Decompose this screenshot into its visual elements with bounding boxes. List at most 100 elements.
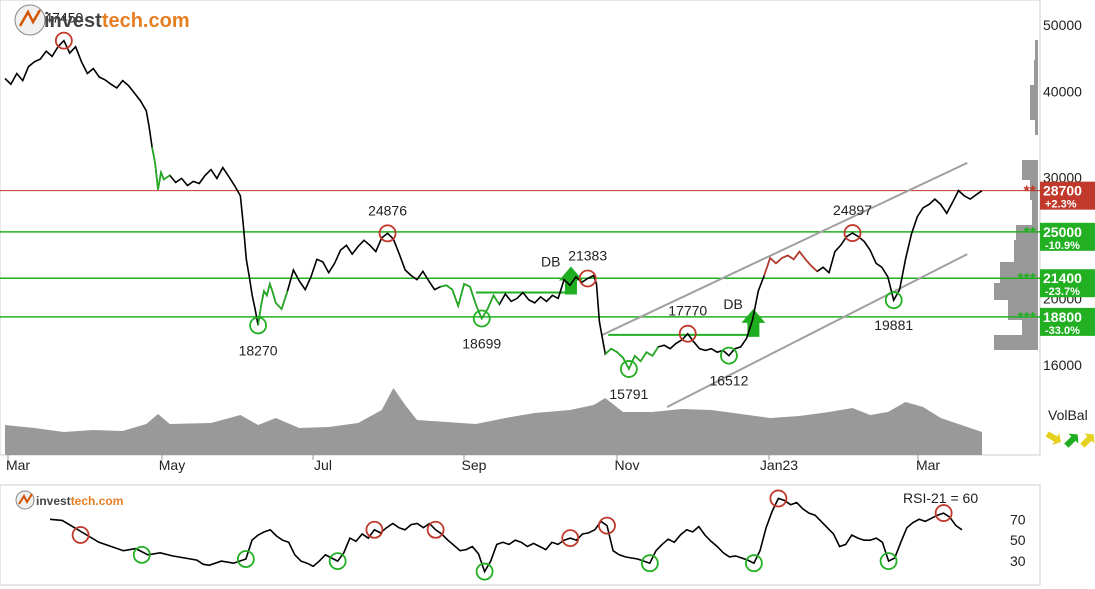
level-pct: -23.7% xyxy=(1045,286,1080,298)
annotation-label: 19881 xyxy=(874,317,913,333)
price-line-resistance-segment xyxy=(763,250,818,276)
volume-profile-bar xyxy=(1030,85,1038,120)
price-line-support-segment xyxy=(151,147,171,190)
rsi-top-marker xyxy=(71,526,90,544)
volume-profile-bar xyxy=(994,283,1038,300)
rsi-top-marker xyxy=(769,489,788,508)
annotation-label: 24897 xyxy=(833,202,872,218)
price-line-support-segment xyxy=(440,282,501,321)
bottom-marker xyxy=(720,346,738,365)
rsi-top-marker xyxy=(934,504,953,522)
trend-channel xyxy=(601,161,968,408)
y-tick-label: 30000 xyxy=(1043,169,1082,185)
volume-profile-bar xyxy=(1035,120,1038,135)
volume-profile-bar xyxy=(1032,200,1038,225)
rsi-line xyxy=(49,497,963,574)
brand-logo-small: investtech.com xyxy=(15,490,123,510)
rsi-bottom-marker xyxy=(744,554,763,573)
bottom-marker xyxy=(619,360,638,378)
price-series xyxy=(4,39,983,371)
volbal-arrows xyxy=(1045,431,1095,448)
level-stars: *** xyxy=(1017,310,1036,327)
annotation-label: 17770 xyxy=(668,303,707,319)
annotation-label: 15791 xyxy=(609,386,648,402)
rsi-panel xyxy=(0,484,1041,586)
price-annotations: 47450 18270 24876 18699 21383 15791 17770 16512… xyxy=(44,10,913,402)
rsi-top-marker xyxy=(561,529,580,548)
level-pct: -33.0% xyxy=(1045,325,1080,337)
x-tick-label: Mar xyxy=(916,457,940,473)
brand-text: investtech.com xyxy=(44,10,190,32)
main-panel xyxy=(0,0,1041,456)
y-tick-label: 40000 xyxy=(1043,84,1082,100)
level-label-box xyxy=(1040,269,1095,298)
rsi-top-marker xyxy=(598,516,616,535)
rsi-y-tick-label: 50 xyxy=(1010,532,1026,548)
annotation-label: 24876 xyxy=(368,202,407,218)
rsi-top-marker xyxy=(365,520,384,539)
volbal-arrow-2 xyxy=(1064,433,1079,448)
volume-profile-bar xyxy=(1030,180,1038,200)
annotation-label: 47450 xyxy=(44,10,83,26)
volume-profile-bar xyxy=(1034,60,1038,85)
bottom-marker xyxy=(472,309,491,328)
x-tick-label: Nov xyxy=(615,457,640,473)
level-stars: ** xyxy=(1024,225,1037,242)
rsi-bottom-marker xyxy=(328,552,347,571)
buy-signal-arrow xyxy=(741,308,766,337)
pattern-label: DB xyxy=(541,254,560,270)
rsi-top-marker xyxy=(426,520,445,539)
support-resistance-lines xyxy=(0,190,1040,318)
volume-profile-bar xyxy=(1035,40,1038,60)
rsi-bottom-marker xyxy=(640,554,659,573)
annotation-label: 18699 xyxy=(462,335,501,351)
y-tick-label: 50000 xyxy=(1043,17,1082,33)
volbal-label: VolBal xyxy=(1048,407,1088,423)
top-marker xyxy=(678,324,697,343)
buy-signal-arrow xyxy=(558,266,583,295)
bottom-marker xyxy=(249,316,267,335)
rsi-bottom-marker xyxy=(236,550,255,568)
top-marker xyxy=(843,224,862,242)
annotation-label: 16512 xyxy=(709,373,748,389)
volume-profile-bar xyxy=(1022,320,1038,335)
rsi-y-tick-label: 30 xyxy=(1010,553,1026,569)
channel-lower-line xyxy=(666,253,968,408)
x-tick-label: May xyxy=(159,457,185,473)
level-label-box xyxy=(1040,307,1095,336)
x-tick-label: Mar xyxy=(6,457,30,473)
level-stars: ** xyxy=(1024,184,1037,201)
volume-profile-bar xyxy=(1008,300,1038,320)
double-bottom-patterns: DB DB xyxy=(475,254,766,337)
level-label-box xyxy=(1040,181,1095,210)
level-stars: *** xyxy=(1017,271,1036,288)
x-tick-label: Jul xyxy=(314,457,332,473)
x-axis: Mar May Jul Sep Nov Jan23 Mar xyxy=(6,455,940,473)
brand-text-small: investtech.com xyxy=(36,494,123,508)
annotation-label: 18270 xyxy=(239,342,278,358)
top-marker xyxy=(378,224,397,243)
volbal-arrow-1 xyxy=(1045,431,1061,446)
level-value: 21400 xyxy=(1043,270,1082,286)
rsi-bottom-marker xyxy=(132,545,151,564)
brand-logo: investtech.com xyxy=(14,4,190,36)
annotation-label: 21383 xyxy=(568,247,607,263)
top-marker xyxy=(578,269,597,288)
level-value: 18800 xyxy=(1043,309,1082,325)
y-tick-label: 16000 xyxy=(1043,357,1082,373)
x-tick-label: Sep xyxy=(462,457,487,473)
volume-profile-bar xyxy=(1022,160,1038,180)
logo-icon xyxy=(14,4,46,36)
price-line-support-segment xyxy=(257,281,289,326)
pattern-label: DB xyxy=(723,296,742,312)
rsi-y-tick-label: 70 xyxy=(1010,511,1026,527)
volbal-arrow-3 xyxy=(1080,433,1095,448)
level-label-box xyxy=(1040,222,1095,251)
volume-area xyxy=(5,388,982,455)
rsi-series: 70 50 30 xyxy=(49,489,1026,581)
volume-shape xyxy=(5,388,982,455)
level-value: 28700 xyxy=(1043,183,1082,199)
level-value: 25000 xyxy=(1043,224,1082,240)
level-labels: ** 28700+2.3% ** 25000-10.9% *** 21400-23.7% *… xyxy=(1017,181,1095,337)
